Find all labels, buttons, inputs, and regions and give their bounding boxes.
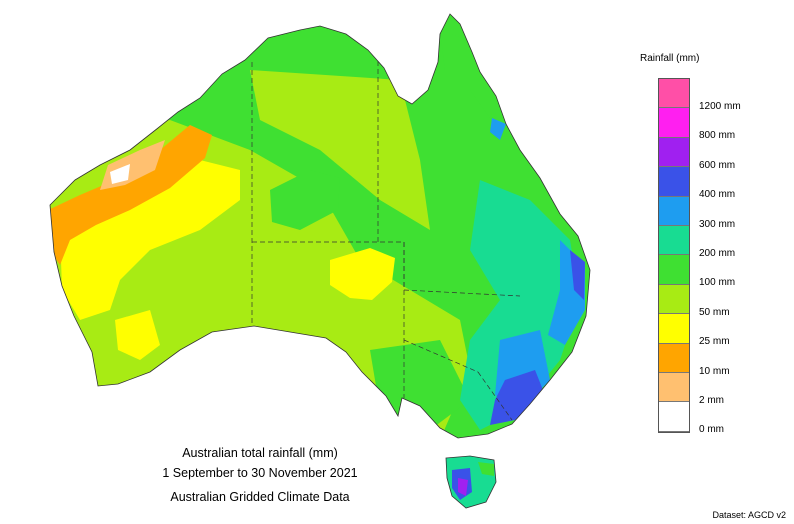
legend-swatch bbox=[659, 402, 689, 432]
map-title-line-1: Australian total rainfall (mm) bbox=[182, 446, 338, 460]
legend-swatch bbox=[659, 108, 689, 138]
legend-swatch bbox=[659, 255, 689, 285]
legend-swatch bbox=[659, 372, 689, 403]
legend-label: 300 mm bbox=[699, 218, 736, 230]
legend-swatch bbox=[659, 284, 689, 315]
legend-label: 2 mm bbox=[699, 395, 724, 406]
legend-color-bar bbox=[658, 78, 690, 433]
legend-swatch bbox=[659, 343, 689, 373]
legend-label: 100 mm bbox=[699, 277, 736, 289]
legend-label: 10 mm bbox=[699, 365, 730, 377]
legend-swatch bbox=[659, 314, 689, 344]
legend-label: 50 mm bbox=[699, 306, 730, 318]
map-title-line-2: 1 September to 30 November 2021 bbox=[162, 466, 358, 480]
tasmania bbox=[445, 455, 497, 509]
legend-label: 800 mm bbox=[699, 130, 736, 142]
map-title-line-3: Australian Gridded Climate Data bbox=[170, 490, 350, 504]
legend-title: Rainfall (mm) bbox=[640, 53, 700, 64]
legend-swatch bbox=[659, 225, 689, 256]
legend-label: 25 mm bbox=[699, 336, 730, 348]
legend-label: 200 mm bbox=[699, 248, 736, 259]
legend-swatch bbox=[659, 137, 689, 168]
dataset-note: Dataset: AGCD v2 bbox=[712, 510, 786, 520]
legend-label: 1200 mm bbox=[699, 101, 741, 112]
australia-rainfall-map bbox=[49, 13, 591, 509]
legend-swatch bbox=[659, 167, 689, 197]
legend-label: 400 mm bbox=[699, 189, 736, 201]
legend-label: 600 mm bbox=[699, 159, 736, 171]
legend-swatch bbox=[659, 196, 689, 226]
legend-label: 0 mm bbox=[699, 424, 724, 436]
legend-swatch bbox=[659, 79, 689, 109]
